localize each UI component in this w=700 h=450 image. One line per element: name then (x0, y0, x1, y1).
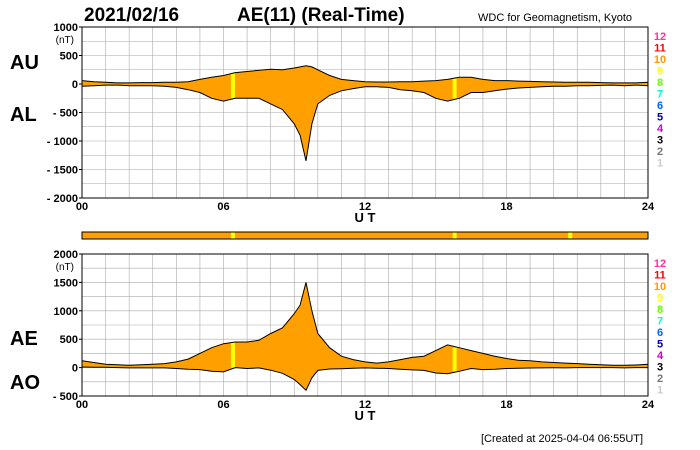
plot-frame (81, 253, 649, 397)
station-count-label: 1 (657, 385, 663, 397)
station-count-label: 10 (654, 281, 666, 293)
x-axis-label: U T (355, 210, 376, 225)
ae-label: AE (10, 328, 38, 350)
y-tick-label: 0 (72, 363, 78, 375)
station-count-label: 9 (657, 293, 663, 305)
station-count-label: 1 (657, 158, 663, 170)
x-tick-label: 24 (642, 399, 655, 411)
activity-band (82, 65, 648, 161)
series-line-au (81, 65, 649, 84)
coverage-gap-marker (230, 232, 235, 239)
station-count-label: 11 (654, 43, 666, 55)
station-count-label: 7 (657, 89, 663, 101)
station-count-label: 8 (657, 304, 663, 316)
y-tick-label: - 2000 (47, 193, 78, 205)
series-line-ao (81, 366, 648, 392)
y-tick-label: - 500 (53, 108, 78, 120)
x-tick-label: 06 (217, 201, 229, 213)
station-count-label: 8 (657, 77, 663, 89)
coverage-bar (81, 231, 649, 240)
data-gap-marker (452, 77, 457, 99)
station-count-label: 4 (657, 123, 664, 135)
station-count-label: 12 (654, 258, 666, 270)
y-tick-label: 1000 (54, 22, 78, 34)
data-gap-marker (230, 72, 235, 99)
data-gap-marker (230, 342, 235, 368)
x-axis-label: U T (355, 408, 376, 423)
station-count-label: 5 (657, 112, 663, 124)
series-line-ae (81, 282, 649, 366)
station-count-label: 2 (657, 146, 663, 158)
organization-label: WDC for Geomagnetism, Kyoto (478, 12, 633, 24)
series-line-al (81, 84, 649, 162)
station-count-label: 5 (657, 339, 663, 351)
activity-band (82, 282, 648, 391)
y-unit-label: (nT) (56, 35, 74, 46)
x-tick-label: 00 (76, 201, 88, 213)
y-tick-label: - 1000 (47, 136, 78, 148)
x-tick-label: 24 (642, 201, 655, 213)
x-tick-label: 18 (500, 399, 512, 411)
station-count-label: 6 (657, 327, 663, 339)
coverage-gap-marker (568, 232, 573, 239)
station-count-label: 12 (654, 31, 666, 43)
station-count-label: 7 (657, 316, 663, 328)
y-tick-label: - 500 (53, 391, 78, 403)
y-tick-label: 1000 (54, 306, 78, 318)
station-count-label: 10 (654, 54, 666, 66)
station-count-label: 3 (657, 362, 663, 374)
al-label: AL (10, 104, 37, 126)
y-tick-label: 500 (60, 334, 78, 346)
y-tick-label: - 1500 (47, 165, 78, 177)
station-count-label: 6 (657, 100, 663, 112)
y-unit-label: (nT) (56, 262, 74, 273)
y-tick-label: 500 (60, 51, 78, 63)
ao-label: AO (10, 372, 40, 394)
station-count-label: 9 (657, 66, 663, 78)
station-count-label: 11 (654, 270, 666, 282)
created-timestamp: [Created at 2025-04-04 06:55UT] (481, 433, 644, 445)
page-title: AE(11) (Real-Time) (237, 5, 405, 26)
data-gap-marker (452, 347, 457, 372)
y-tick-label: 0 (72, 79, 78, 91)
coverage-gap-marker (452, 232, 457, 239)
x-tick-label: 18 (500, 201, 512, 213)
station-count-label: 2 (657, 373, 663, 385)
station-count-label: 4 (657, 350, 664, 362)
date-title: 2021/02/16 (84, 5, 180, 26)
x-tick-label: 00 (76, 399, 88, 411)
x-tick-label: 12 (359, 201, 371, 213)
x-tick-label: 12 (359, 399, 371, 411)
y-tick-label: 1500 (54, 277, 78, 289)
au-label: AU (10, 52, 39, 74)
station-count-label: 3 (657, 135, 663, 147)
y-tick-label: 2000 (54, 249, 78, 261)
x-tick-label: 06 (217, 399, 229, 411)
